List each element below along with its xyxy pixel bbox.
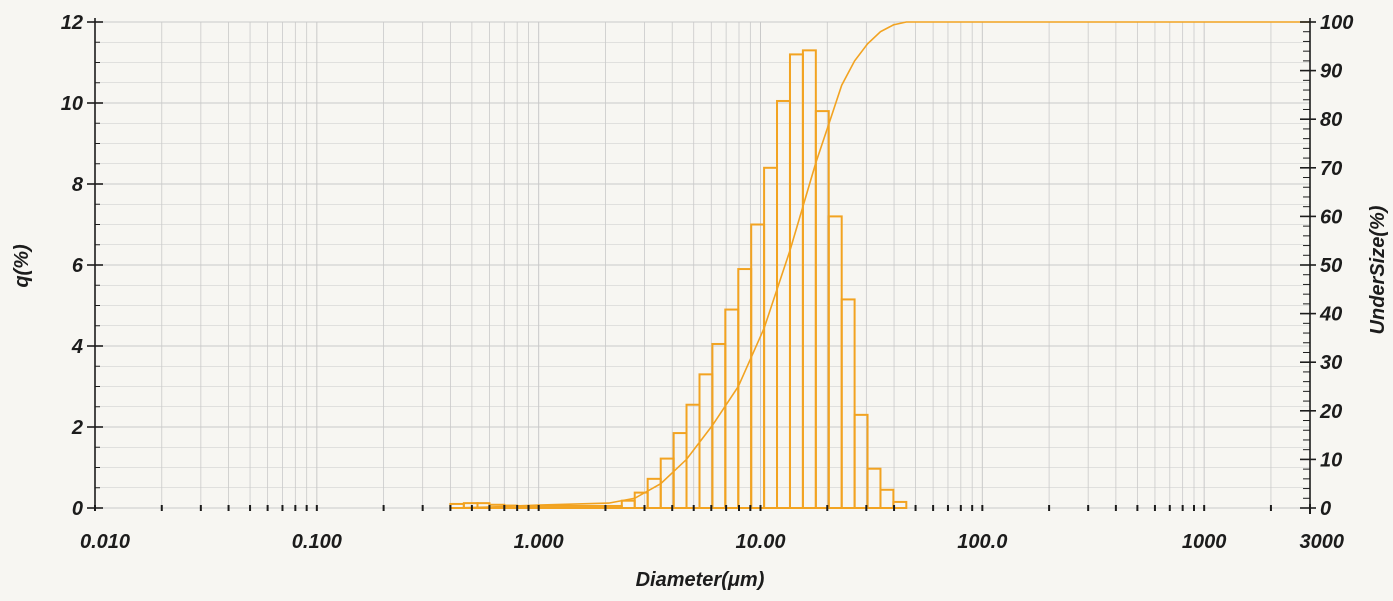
y2-tick-label: 0 <box>1320 498 1331 520</box>
histogram-bar <box>724 308 740 509</box>
histogram-bar <box>659 457 675 509</box>
histogram-bar <box>827 215 843 509</box>
undersize-curve <box>450 21 1310 509</box>
y-tick-label: 4 <box>71 336 83 358</box>
y2-tick-label: 20 <box>1319 401 1342 423</box>
histogram-bar <box>892 500 908 509</box>
x-tick-label: 100.0 <box>957 531 1007 553</box>
histogram-bar <box>866 467 882 509</box>
y-tick-label: 8 <box>72 174 84 196</box>
y2-tick-label: 60 <box>1320 206 1342 228</box>
histogram-bar <box>801 49 817 509</box>
y-axis-title: q(%) <box>11 244 33 288</box>
x-axis-title: Diameter(μm) <box>636 569 765 591</box>
histogram-bars <box>449 49 908 510</box>
y2-tick-label: 40 <box>1319 304 1342 326</box>
y2-tick-label: 100 <box>1320 12 1353 34</box>
y2-tick-label: 70 <box>1320 158 1342 180</box>
histogram-bar <box>737 268 753 509</box>
y2-tick-label: 10 <box>1320 449 1342 471</box>
y2-tick-label: 50 <box>1320 255 1342 277</box>
histogram-bar <box>879 488 895 509</box>
y-tick-label: 6 <box>72 255 84 277</box>
x-tick-label: 0.010 <box>80 531 130 553</box>
histogram-bar <box>788 53 804 510</box>
x-tick-label: 0.100 <box>292 531 342 553</box>
y-tick-label: 0 <box>72 498 83 520</box>
histogram-bar <box>711 342 727 509</box>
x-tick-label: 3000 <box>1300 531 1345 553</box>
histogram-bar <box>814 110 830 509</box>
y2-tick-label: 90 <box>1320 61 1342 83</box>
histogram-bar <box>646 477 662 509</box>
histogram-bar <box>607 504 623 510</box>
histogram-bar <box>776 99 791 509</box>
x-tick-label: 10.00 <box>735 531 785 553</box>
y-tick-label: 12 <box>61 12 83 34</box>
y2-axis-title: UnderSize(%) <box>1367 205 1389 334</box>
histogram-bar <box>516 504 610 510</box>
y2-tick-labels: 0 10 20 30 40 50 60 70 80 90 100 <box>1319 12 1353 520</box>
grid-lines <box>94 21 1311 509</box>
x-tick-label: 1.000 <box>514 531 564 553</box>
y-tick-label: 2 <box>71 417 83 439</box>
y-tick-label: 10 <box>61 93 83 115</box>
axes <box>87 18 1316 514</box>
histogram-bar <box>853 413 869 510</box>
y2-tick-label: 30 <box>1320 352 1342 374</box>
y-tick-labels: 0 2 4 6 8 10 12 <box>61 12 84 520</box>
histogram-bar <box>620 499 636 509</box>
x-tick-label: 1000 <box>1182 531 1227 553</box>
histogram-bar <box>763 166 779 510</box>
y2-tick-label: 80 <box>1320 109 1342 131</box>
histogram-bar <box>840 298 856 509</box>
x-tick-labels: 0.010 0.100 1.000 10.00 100.0 1000 3000 <box>80 531 1344 553</box>
